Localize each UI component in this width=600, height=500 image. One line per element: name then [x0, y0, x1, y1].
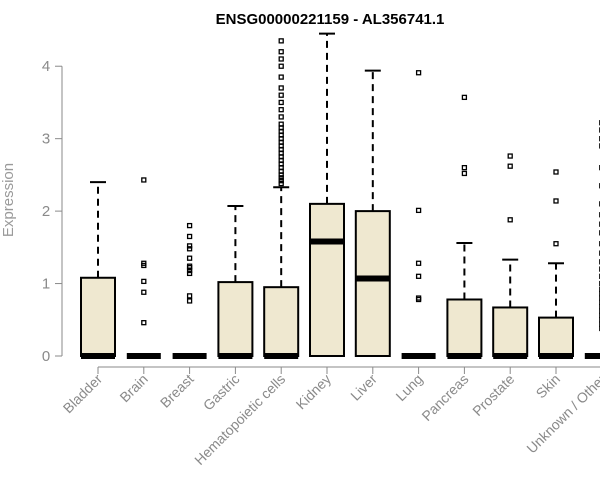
x-tick-label: Kidney: [293, 371, 335, 413]
x-tick-label: Breast: [157, 371, 197, 411]
outlier-point: [186, 263, 193, 269]
outlier-point: [415, 207, 422, 214]
outlier-point: [186, 298, 193, 304]
outlier-point: [278, 180, 284, 187]
box-brain: [126, 177, 161, 359]
box-body: [354, 210, 391, 357]
box-bladder: [80, 181, 116, 359]
x-tick-label: Bladder: [60, 371, 106, 417]
outlier-point: [507, 153, 513, 159]
outlier-point: [415, 260, 422, 266]
outlier-point: [186, 255, 193, 261]
y-tick-label: 2: [42, 203, 50, 220]
x-tick-label: Lung: [392, 371, 425, 404]
box-prostate: [492, 153, 529, 359]
box-breast: [172, 222, 207, 359]
box-liver: [354, 69, 391, 357]
outlier-point: [278, 74, 284, 80]
box-body: [217, 281, 254, 357]
outlier-point: [278, 38, 284, 44]
box-kidney: [309, 32, 345, 357]
box-unknown-other: [584, 120, 600, 359]
box-body: [80, 276, 116, 358]
x-tick-label: Liver: [347, 371, 380, 404]
outlier-point: [553, 241, 559, 247]
outlier-point: [278, 107, 284, 113]
boxes: [80, 32, 600, 359]
box-body: [538, 316, 574, 357]
box-gastric: [217, 205, 254, 359]
outlier-point: [415, 295, 422, 301]
outlier-point: [415, 273, 422, 279]
outlier-point: [278, 121, 284, 127]
y-axis: 0 1 2 3 4: [42, 58, 63, 365]
outlier-point: [507, 217, 513, 223]
box-body: [446, 298, 483, 358]
outlier-point: [141, 320, 147, 326]
outlier-point: [553, 169, 559, 175]
outlier-point: [415, 70, 422, 76]
outlier-point: [278, 175, 284, 181]
x-tick-label: Skin: [533, 371, 564, 402]
outlier-point: [461, 164, 468, 171]
outlier-point: [186, 293, 193, 299]
outlier-point: [186, 233, 193, 240]
outlier-point: [278, 63, 284, 69]
outlier-point: [461, 170, 468, 177]
box-hematopoietic-cells: [263, 38, 300, 359]
y-tick-label: 0: [42, 348, 50, 365]
outlier-point: [141, 278, 147, 285]
outlier-point: [141, 289, 147, 295]
y-axis-label: Expression: [0, 163, 17, 237]
box-lung: [401, 70, 436, 359]
outlier-point: [278, 178, 284, 184]
outlier-point: [507, 163, 513, 169]
x-tick-label: Prostate: [469, 371, 517, 419]
chart-title: ENSG00000221159 - AL356741.1: [216, 11, 445, 28]
x-tick-label: Gastric: [200, 371, 243, 414]
outlier-point: [141, 177, 147, 183]
outlier-point: [278, 49, 284, 55]
x-tick-label: Brain: [116, 371, 150, 405]
outlier-point: [141, 260, 147, 266]
outlier-point: [461, 94, 468, 101]
outlier-point: [186, 222, 193, 229]
x-tick-label: Pancreas: [418, 371, 471, 424]
outlier-point: [186, 246, 193, 252]
outlier-point: [278, 92, 284, 98]
box-body: [309, 202, 345, 357]
outlier-point: [186, 243, 193, 249]
outlier-point: [186, 270, 193, 277]
box-pancreas: [446, 94, 483, 359]
outlier-point: [278, 56, 284, 62]
x-tick-label: Hematopoietic cells: [191, 371, 288, 468]
y-tick-label: 4: [42, 58, 50, 75]
outlier-point: [278, 99, 284, 106]
outlier-point: [553, 198, 559, 204]
box-body: [263, 286, 300, 357]
y-tick-label: 3: [42, 131, 50, 148]
box-body: [492, 306, 529, 357]
outlier-point: [278, 114, 284, 120]
box-skin: [538, 169, 574, 359]
outlier-point: [278, 85, 284, 91]
y-tick-label: 1: [42, 276, 50, 293]
